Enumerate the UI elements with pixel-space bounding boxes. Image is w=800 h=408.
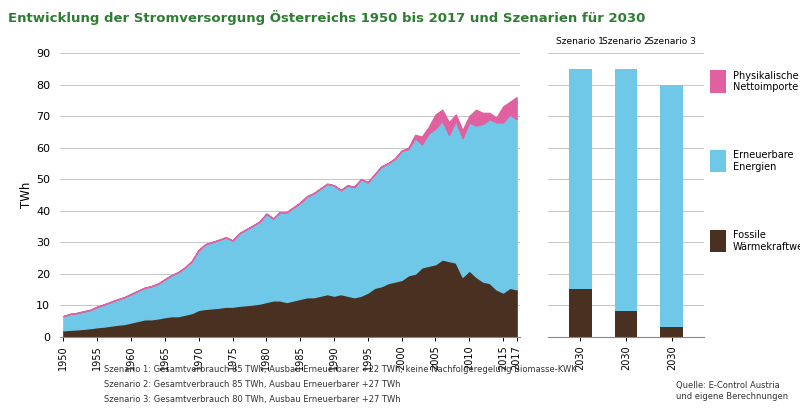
Bar bbox=[569, 69, 591, 289]
Y-axis label: TWh: TWh bbox=[20, 182, 34, 208]
Text: Szenario 2: Szenario 2 bbox=[602, 37, 650, 46]
Bar bbox=[569, 289, 591, 337]
Text: Quelle: E-Control Austria
und eigene Berechnungen: Quelle: E-Control Austria und eigene Ber… bbox=[676, 381, 788, 401]
Bar bbox=[661, 84, 683, 327]
Text: Szenario 3: Gesamtverbrauch 80 TWh, Ausbau Erneuerbarer +27 TWh: Szenario 3: Gesamtverbrauch 80 TWh, Ausb… bbox=[104, 395, 401, 404]
Text: Szenario 2: Gesamtverbrauch 85 TWh, Ausbau Erneuerbarer +27 TWh: Szenario 2: Gesamtverbrauch 85 TWh, Ausb… bbox=[104, 380, 401, 389]
Text: Entwicklung der Stromversorgung Österreichs 1950 bis 2017 und Szenarien für 2030: Entwicklung der Stromversorgung Österrei… bbox=[8, 10, 646, 25]
Bar bbox=[614, 311, 638, 337]
Text: Fossile
Wärmekraftwerke: Fossile Wärmekraftwerke bbox=[733, 230, 800, 251]
Bar bbox=[661, 327, 683, 337]
Text: Szenario 3: Szenario 3 bbox=[648, 37, 696, 46]
Bar bbox=[614, 69, 638, 311]
Text: Physikalische
Nettoimporte: Physikalische Nettoimporte bbox=[733, 71, 798, 92]
Text: Szenario 1: Gesamtverbrauch 85 TWh, Ausbau Erneuerbarer +22 TWh, keine Nachfolge: Szenario 1: Gesamtverbrauch 85 TWh, Ausb… bbox=[104, 365, 577, 374]
Text: Szenario 1: Szenario 1 bbox=[556, 37, 604, 46]
Text: Erneuerbare
Energien: Erneuerbare Energien bbox=[733, 151, 794, 172]
